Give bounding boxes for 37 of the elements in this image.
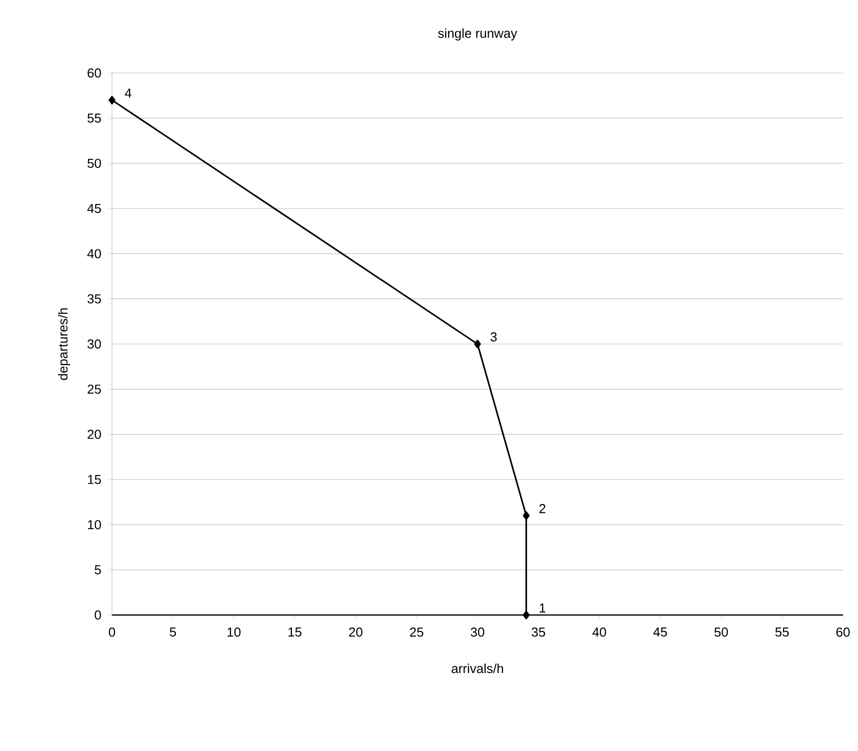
y-tick-label: 25 <box>88 384 101 394</box>
y-tick-label: 0 <box>94 610 101 620</box>
y-axis-title: departures/h <box>58 308 70 380</box>
y-tick-label: 35 <box>88 294 101 304</box>
y-tick-label: 45 <box>87 204 101 214</box>
x-tick-label: 35 <box>532 628 546 637</box>
x-axis-title: arrivals/h <box>452 664 504 674</box>
point <box>522 511 530 520</box>
x-tick-label: 60 <box>836 628 850 637</box>
x-tick-label: 20 <box>349 628 362 637</box>
x-tick-label: 10 <box>228 628 241 637</box>
y-tick-label: 10 <box>88 520 101 530</box>
y-tick-label: 30 <box>88 339 101 349</box>
point <box>474 340 481 348</box>
x-tick-label: 15 <box>288 628 302 637</box>
point <box>522 610 530 620</box>
annotation: 1 <box>540 604 546 612</box>
x-tick-label: 25 <box>410 628 424 637</box>
y-tick-label: 60 <box>88 68 101 78</box>
x-tick-label: 50 <box>714 628 728 637</box>
point <box>108 96 116 104</box>
annotation: 4 <box>124 88 132 98</box>
y-tick-label: 20 <box>88 430 101 439</box>
y-tick-label: 50 <box>88 158 101 168</box>
x-tick-label: 30 <box>470 628 484 637</box>
y-tick-label: 15 <box>88 474 101 484</box>
x-tick-label: 40 <box>592 628 606 637</box>
x-tick-label: 5 <box>170 628 176 637</box>
x-tick-label: 0 <box>108 628 116 637</box>
y-tick-label: 5 <box>94 565 101 574</box>
annotation: 2 <box>539 504 546 514</box>
x-tick-label: 55 <box>775 628 789 637</box>
y-tick-label: 55 <box>88 114 101 123</box>
x-tick-label: 45 <box>653 628 667 637</box>
y-tick-label: 40 <box>87 249 101 258</box>
annotation: 3 <box>490 332 497 342</box>
chart-title: single runway <box>438 28 518 40</box>
